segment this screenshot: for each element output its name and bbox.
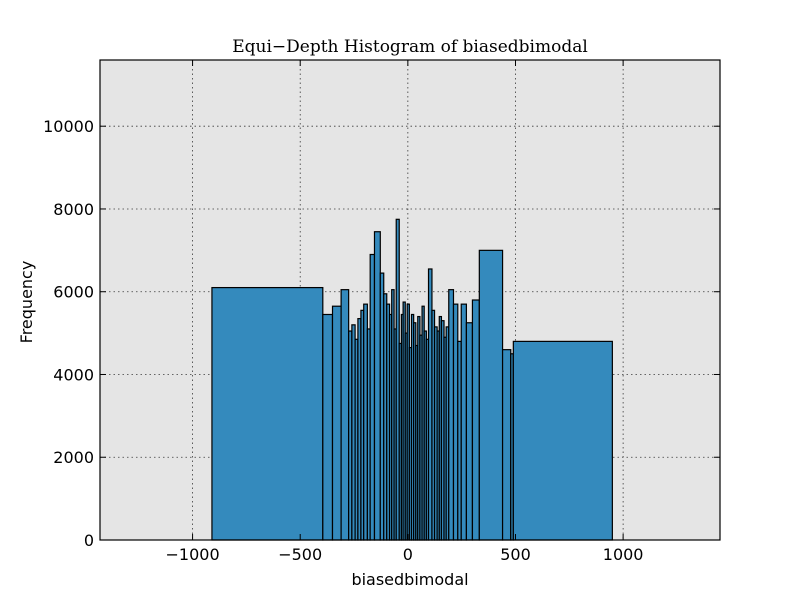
histogram-bar xyxy=(340,289,350,541)
histogram-bar xyxy=(512,340,613,541)
histogram-bar xyxy=(471,299,480,541)
histogram-bar xyxy=(373,231,381,541)
histogram-bar xyxy=(501,349,512,541)
y-axis-ticks: 0 2000 4000 6000 8000 10000 xyxy=(43,117,720,550)
x-axis-ticks: −1000 −500 0 500 1000 xyxy=(166,60,644,564)
histogram-bar xyxy=(369,253,376,541)
x-tick-label: −500 xyxy=(278,545,322,564)
histogram-bar xyxy=(448,289,455,541)
y-tick-label: 6000 xyxy=(53,283,94,302)
x-tick-label: 0 xyxy=(403,545,413,564)
histogram-bar xyxy=(452,303,459,541)
y-tick-label: 2000 xyxy=(53,448,94,467)
histogram-bar xyxy=(478,249,504,541)
histogram-bar xyxy=(331,305,342,541)
x-axis-label: biasedbimodal xyxy=(351,570,468,589)
histogram-bar xyxy=(460,303,468,541)
histogram-bar xyxy=(211,286,324,541)
y-axis-label: Frequency xyxy=(17,261,36,344)
y-tick-label: 4000 xyxy=(53,365,94,384)
y-tick-label: 8000 xyxy=(53,200,94,219)
y-tick-label: 0 xyxy=(84,531,94,550)
histogram-bars xyxy=(211,218,613,541)
x-tick-label: 1000 xyxy=(603,545,644,564)
y-tick-label: 10000 xyxy=(43,117,94,136)
x-tick-label: 500 xyxy=(500,545,531,564)
histogram-bar xyxy=(322,313,334,541)
x-tick-label: −1000 xyxy=(166,545,220,564)
chart-title: Equi−Depth Histogram of biasedbimodal xyxy=(232,37,588,57)
plot-frame xyxy=(99,59,721,541)
histogram-bar xyxy=(465,322,474,541)
